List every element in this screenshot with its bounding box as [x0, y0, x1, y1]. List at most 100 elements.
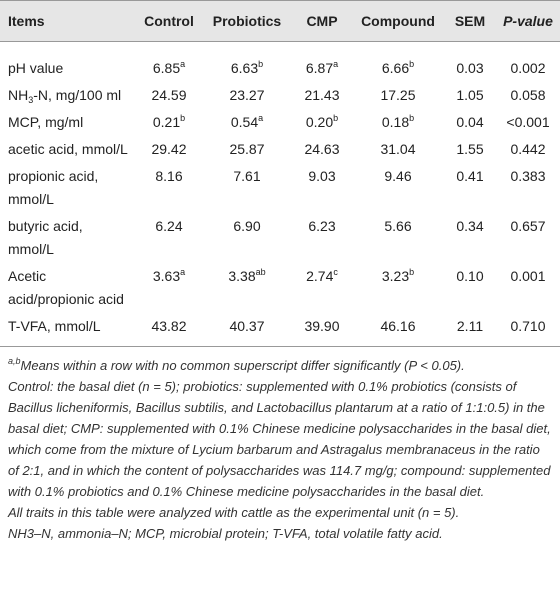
- text-run: 0.710: [510, 318, 546, 334]
- text-run: c: [333, 267, 338, 277]
- text-run: 0.001: [510, 268, 546, 284]
- text-run: 17.25: [380, 87, 416, 103]
- column-header: Control: [136, 0, 202, 42]
- text-run: acetic acid, mmol/L: [8, 141, 128, 157]
- text-run: propionic acid, mmol/L: [8, 168, 99, 207]
- text-run: 0.383: [510, 168, 546, 184]
- text-run: a: [333, 59, 339, 69]
- text-run: 9.46: [384, 168, 412, 184]
- cell: 0.657: [496, 212, 560, 262]
- cell: 5.66: [352, 212, 444, 262]
- text-run: SEM: [454, 13, 486, 29]
- table-body: pH value 6.85a 6.63b 6.87a 6.66b 0.03 0.002 NH3…: [0, 42, 560, 347]
- footnote: NH3–N, ammonia–N; MCP, microbial protein…: [8, 523, 552, 544]
- text-run: 0.058: [510, 87, 546, 103]
- text-run: b: [409, 267, 415, 277]
- text-run: 29.42: [151, 141, 187, 157]
- text-run: ab: [255, 267, 266, 277]
- row-label: NH3-N, mg/100 ml: [0, 81, 136, 108]
- text-run: Compound: [361, 13, 435, 29]
- text-run: 3: [28, 95, 34, 105]
- cell: 0.34: [444, 212, 496, 262]
- cell: 0.10: [444, 262, 496, 312]
- text-run: 24.63: [304, 141, 340, 157]
- text-run: 6.24: [155, 218, 183, 234]
- footnote: All traits in this table were analyzed w…: [8, 502, 552, 523]
- row-label: propionic acid, mmol/L: [0, 162, 136, 212]
- text-run: b: [409, 113, 415, 123]
- column-header: Probiotics: [202, 0, 292, 42]
- text-run: 6.85: [152, 60, 181, 76]
- text-run: 0.34: [456, 218, 484, 234]
- cell: 6.24: [136, 212, 202, 262]
- text-run: 46.16: [380, 318, 416, 334]
- column-header: SEM: [444, 0, 496, 42]
- text-run: Control: [144, 13, 194, 29]
- cell: 23.27: [202, 81, 292, 108]
- text-run: 1.05: [456, 87, 484, 103]
- text-run: a,b: [8, 356, 21, 366]
- table-row: MCP, mg/ml 0.21b 0.54a 0.20b 0.18b 0.04 <0.001: [0, 108, 560, 135]
- text-run: 0.21: [152, 114, 181, 130]
- cell: 6.85a: [136, 42, 202, 82]
- text-run: T-VFA, mmol/L: [8, 318, 101, 334]
- text-run: 0.41: [456, 168, 484, 184]
- text-run: CMP: [306, 13, 338, 29]
- row-label: butyric acid, mmol/L: [0, 212, 136, 262]
- cell: 6.87a: [292, 42, 352, 82]
- column-header: Compound: [352, 0, 444, 42]
- text-run: 0.20: [305, 114, 334, 130]
- text-run: 43.82: [151, 318, 187, 334]
- text-run: b: [180, 113, 186, 123]
- cell: 39.90: [292, 312, 352, 347]
- cell: 2.11: [444, 312, 496, 347]
- text-run: -N, mg/100 ml: [33, 87, 122, 103]
- table-row: NH3-N, mg/100 ml 24.59 23.27 21.43 17.25 1.05…: [0, 81, 560, 108]
- cell: 0.710: [496, 312, 560, 347]
- text-run: 0.442: [510, 141, 546, 157]
- cell: 6.90: [202, 212, 292, 262]
- cell: 0.04: [444, 108, 496, 135]
- table-row: pH value 6.85a 6.63b 6.87a 6.66b 0.03 0.002: [0, 42, 560, 82]
- table-row: propionic acid, mmol/L 8.16 7.61 9.03 9.46 0.…: [0, 162, 560, 212]
- text-run: 6.87: [305, 60, 334, 76]
- cell: <0.001: [496, 108, 560, 135]
- cell: 40.37: [202, 312, 292, 347]
- cell: 0.058: [496, 81, 560, 108]
- cell: 7.61: [202, 162, 292, 212]
- cell: 6.63b: [202, 42, 292, 82]
- text-run: 31.04: [380, 141, 416, 157]
- cell: 31.04: [352, 135, 444, 162]
- table-row: butyric acid, mmol/L 6.24 6.90 6.23 5.66 0.34…: [0, 212, 560, 262]
- cell: 24.59: [136, 81, 202, 108]
- cell: 1.55: [444, 135, 496, 162]
- cell: 43.82: [136, 312, 202, 347]
- cell: 1.05: [444, 81, 496, 108]
- cell: 21.43: [292, 81, 352, 108]
- cell: 0.54a: [202, 108, 292, 135]
- text-run: b: [333, 113, 339, 123]
- cell: 0.21b: [136, 108, 202, 135]
- text-run: Probiotics: [212, 13, 282, 29]
- text-run: 0.03: [456, 60, 484, 76]
- cell: 25.87: [202, 135, 292, 162]
- text-run: 9.03: [308, 168, 336, 184]
- row-label: T-VFA, mmol/L: [0, 312, 136, 347]
- cell: 0.20b: [292, 108, 352, 135]
- text-run: 6.63: [230, 60, 259, 76]
- cell: 9.46: [352, 162, 444, 212]
- text-run: 3.38: [228, 268, 256, 284]
- text-run: 23.27: [229, 87, 265, 103]
- text-run: NH: [8, 87, 29, 103]
- footnote: a,bMeans within a row with no common sup…: [8, 355, 552, 376]
- table-row: acetic acid, mmol/L 29.42 25.87 24.63 31.04 1…: [0, 135, 560, 162]
- text-run: a: [180, 267, 186, 277]
- text-run: 6.90: [233, 218, 261, 234]
- data-table: Items Control Probiotics CMP Compound SEM P-va…: [0, 0, 560, 347]
- text-run: 6.66: [381, 60, 410, 76]
- text-run: 2.11: [456, 318, 484, 334]
- text-run: a: [258, 113, 264, 123]
- text-run: 1.55: [456, 141, 484, 157]
- text-run: P-value: [503, 13, 553, 29]
